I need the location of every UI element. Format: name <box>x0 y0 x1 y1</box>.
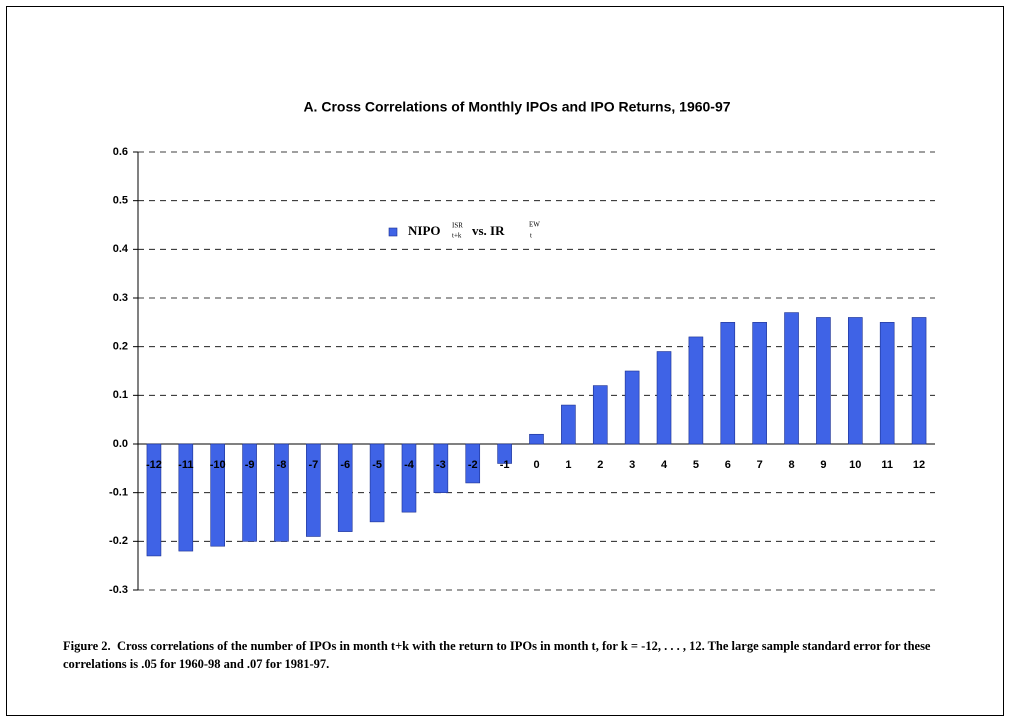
y-tick-label: 0.2 <box>113 341 128 353</box>
x-tick-label: -8 <box>277 459 287 471</box>
y-tick-label: 0.1 <box>113 389 128 401</box>
caption-label: Figure 2. <box>63 639 111 653</box>
x-tick-label: -7 <box>308 459 318 471</box>
caption-text: Cross correlations of the number of IPOs… <box>63 639 931 671</box>
legend-label: t <box>530 232 532 240</box>
x-tick-label: 8 <box>788 459 794 471</box>
y-tick-label: 0.5 <box>113 195 128 207</box>
bar <box>911 317 927 445</box>
y-tick-label: -0.3 <box>109 584 128 596</box>
caption: Figure 2. Cross correlations of the numb… <box>63 637 953 673</box>
x-tick-label: -3 <box>436 459 446 471</box>
bar <box>465 443 481 484</box>
bar <box>784 312 799 445</box>
chart-title: A. Cross Correlations of Monthly IPOs an… <box>303 99 730 115</box>
x-tick-label: 2 <box>597 459 603 471</box>
bar <box>720 322 736 445</box>
x-tick-label: 0 <box>533 459 539 471</box>
x-tick-label: 12 <box>913 459 925 471</box>
x-tick-label: 1 <box>565 459 571 471</box>
x-tick-label: -6 <box>340 459 350 471</box>
x-tick-label: 11 <box>881 459 893 471</box>
x-tick-label: 6 <box>725 459 731 471</box>
bar <box>242 443 257 542</box>
bar <box>274 443 289 542</box>
bar <box>401 443 417 513</box>
legend-label: ISR <box>452 222 463 230</box>
x-tick-label: -10 <box>210 459 226 471</box>
bar <box>337 443 353 532</box>
y-tick-label: -0.2 <box>109 535 128 547</box>
x-tick-label: -4 <box>404 459 415 471</box>
bar <box>624 370 640 445</box>
bar <box>592 385 608 445</box>
y-tick-label: 0.6 <box>113 146 128 158</box>
y-tick-label: 0.0 <box>113 438 128 450</box>
x-tick-label: -1 <box>500 459 510 471</box>
x-tick-label: 4 <box>661 459 668 471</box>
bar <box>656 351 672 445</box>
bar <box>688 336 704 445</box>
x-tick-label: -12 <box>146 459 162 471</box>
x-tick-label: -5 <box>372 459 382 471</box>
bar <box>529 433 544 445</box>
x-tick-label: 9 <box>820 459 826 471</box>
bar <box>561 404 576 445</box>
bar <box>816 317 831 445</box>
x-tick-label: 3 <box>629 459 635 471</box>
legend-marker <box>388 227 398 237</box>
bar <box>369 443 385 523</box>
bar <box>847 317 863 445</box>
x-tick-label: 5 <box>693 459 699 471</box>
x-tick-label: -2 <box>468 459 478 471</box>
x-tick-label: 10 <box>849 459 861 471</box>
y-tick-label: 0.4 <box>113 243 129 255</box>
bar <box>497 443 512 464</box>
legend-label: EW <box>529 221 540 229</box>
bar <box>178 443 194 552</box>
legend-label: vs. IR <box>472 223 505 238</box>
bar <box>306 443 321 537</box>
bar <box>146 443 162 557</box>
legend-label: NIPO <box>408 223 441 238</box>
bar <box>210 443 225 547</box>
legend-label: t+k <box>452 232 462 240</box>
x-tick-label: 7 <box>757 459 763 471</box>
x-tick-label: -9 <box>245 459 255 471</box>
bar <box>752 322 767 445</box>
bar <box>433 443 449 493</box>
y-tick-label: -0.1 <box>109 487 128 499</box>
y-tick-label: 0.3 <box>113 292 128 304</box>
x-tick-label: -11 <box>178 459 193 471</box>
bar <box>879 322 895 445</box>
frame <box>6 6 1004 716</box>
